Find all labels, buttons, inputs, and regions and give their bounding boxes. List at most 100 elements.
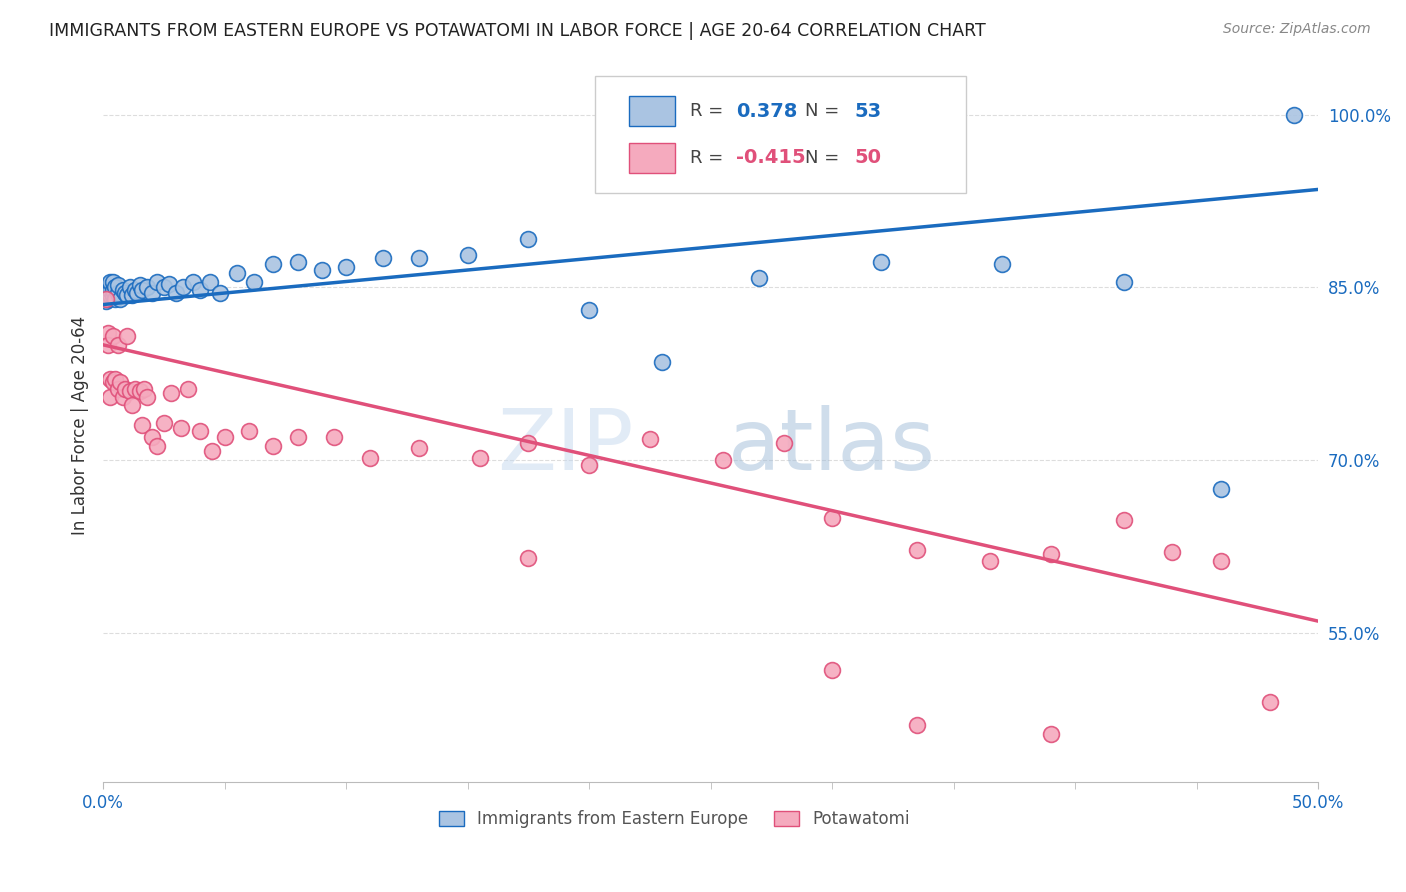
Point [905, 542, 928, 557]
FancyBboxPatch shape [630, 143, 675, 173]
Point [1039, 548, 1062, 562]
Point [127, 286, 149, 301]
Point [117, 288, 139, 302]
Point [201, 443, 224, 458]
Point [100, 372, 122, 386]
Point [188, 424, 211, 438]
Point [1161, 545, 1184, 559]
Point [135, 390, 157, 404]
Point [651, 355, 673, 369]
Point [117, 328, 139, 343]
Point [97, 326, 120, 341]
Legend: Immigrants from Eastern Europe, Potawatomi: Immigrants from Eastern Europe, Potawato… [433, 804, 917, 835]
Point [468, 450, 491, 465]
Point [101, 375, 124, 389]
Point [135, 280, 157, 294]
Point [128, 384, 150, 398]
Point [153, 416, 176, 430]
Point [238, 424, 260, 438]
Point [262, 257, 284, 271]
Point [134, 382, 156, 396]
FancyBboxPatch shape [595, 76, 966, 194]
Point [100, 390, 122, 404]
Point [107, 286, 129, 301]
Point [160, 386, 183, 401]
Point [638, 432, 661, 446]
Point [517, 550, 540, 565]
Point [94, 286, 117, 301]
Text: atlas: atlas [728, 405, 936, 488]
Point [1209, 482, 1232, 496]
Point [262, 439, 284, 453]
Text: R =: R = [690, 103, 730, 120]
Text: 0.378: 0.378 [737, 102, 797, 120]
Point [170, 421, 193, 435]
Point [104, 292, 127, 306]
Point [323, 430, 346, 444]
Point [905, 718, 928, 732]
Point [114, 286, 136, 301]
Point [225, 267, 247, 281]
Point [94, 294, 117, 309]
Point [711, 453, 734, 467]
Point [94, 292, 117, 306]
Point [1039, 727, 1062, 741]
Point [1112, 513, 1135, 527]
Point [131, 418, 153, 433]
Point [578, 458, 600, 472]
Point [97, 280, 120, 294]
Point [198, 275, 221, 289]
Point [287, 430, 309, 444]
Point [748, 271, 770, 285]
Point [97, 292, 120, 306]
Point [457, 248, 479, 262]
Point [121, 398, 143, 412]
Text: N =: N = [806, 103, 845, 120]
Text: -0.415: -0.415 [737, 148, 806, 168]
Point [131, 283, 153, 297]
Point [145, 439, 167, 453]
Point [118, 384, 141, 398]
Point [118, 280, 141, 294]
Point [311, 263, 333, 277]
Point [145, 275, 167, 289]
Point [107, 382, 129, 396]
Point [371, 252, 394, 266]
Point [991, 257, 1014, 271]
Point [243, 275, 266, 289]
Point [101, 275, 124, 289]
Point [821, 510, 844, 524]
Point [104, 280, 127, 294]
Point [408, 252, 430, 266]
Point [97, 338, 120, 352]
Point [100, 288, 122, 302]
Point [208, 286, 231, 301]
Point [124, 283, 146, 297]
Text: IMMIGRANTS FROM EASTERN EUROPE VS POTAWATOMI IN LABOR FORCE | AGE 20-64 CORRELAT: IMMIGRANTS FROM EASTERN EUROPE VS POTAWA… [49, 22, 986, 40]
Point [104, 372, 127, 386]
Point [107, 277, 129, 292]
Point [111, 283, 134, 297]
Text: ZIP: ZIP [496, 405, 633, 488]
Point [153, 280, 176, 294]
FancyBboxPatch shape [630, 96, 675, 127]
Point [100, 275, 122, 289]
Point [141, 430, 163, 444]
Point [1282, 107, 1305, 121]
Point [108, 375, 131, 389]
Point [108, 292, 131, 306]
Point [181, 275, 204, 289]
Point [188, 283, 211, 297]
Point [578, 303, 600, 318]
Point [287, 255, 309, 269]
Point [172, 280, 194, 294]
Point [100, 283, 122, 297]
Point [177, 382, 200, 396]
Point [821, 663, 844, 677]
Text: 53: 53 [853, 102, 882, 120]
Text: N =: N = [806, 149, 845, 167]
Point [114, 382, 136, 396]
Point [517, 435, 540, 450]
Point [165, 286, 187, 301]
Text: R =: R = [690, 149, 730, 167]
